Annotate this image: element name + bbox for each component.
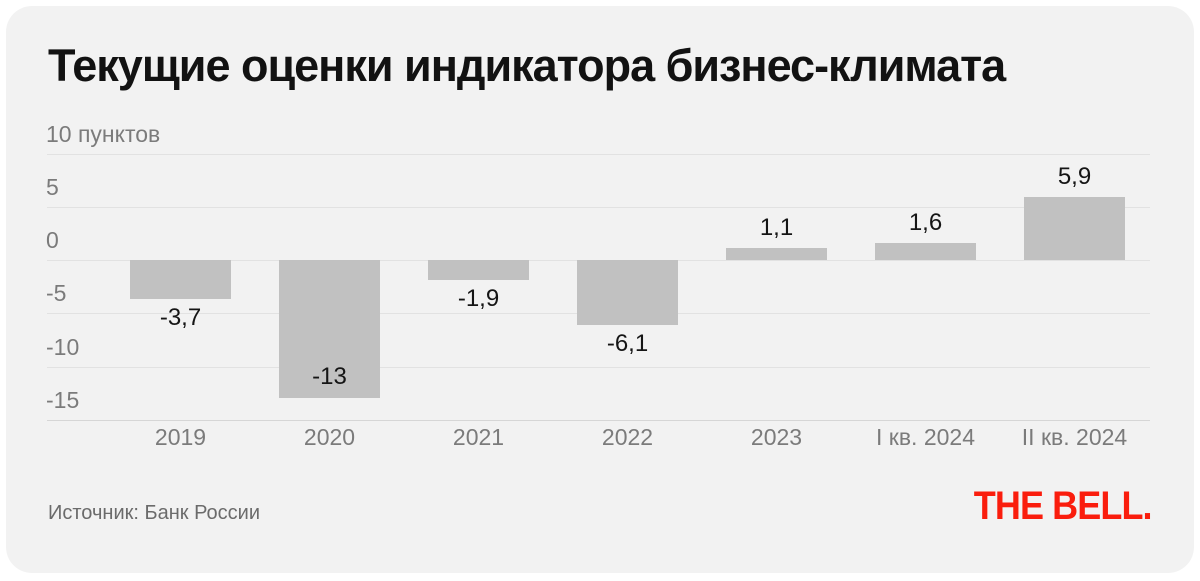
source-label: Источник: Банк России bbox=[48, 502, 261, 524]
y-tick-label: -5 bbox=[46, 280, 67, 307]
gridline-y--10 bbox=[47, 366, 1150, 368]
y-tick-label: 0 bbox=[46, 227, 59, 253]
bar-value-label: -6,1 bbox=[606, 329, 649, 357]
x-axis-label: 2021 bbox=[452, 424, 505, 450]
x-axis-label: I кв. 2024 bbox=[875, 424, 976, 450]
bar-2019 bbox=[130, 260, 231, 300]
bar-2021 bbox=[428, 260, 529, 281]
bar-I кв. 2024 bbox=[875, 242, 976, 260]
bar-value-label: 1,6 bbox=[908, 208, 943, 236]
bar-value-label: -3,7 bbox=[159, 304, 202, 332]
chart-title: Текущие оценки индикатора бизнес-климата bbox=[48, 40, 1006, 91]
x-axis-label: 2022 bbox=[601, 424, 654, 450]
y-tick-label: -10 bbox=[46, 333, 80, 360]
bar-value-label: 5,9 bbox=[1057, 163, 1092, 191]
gridline-y--15 bbox=[47, 419, 1150, 421]
x-axis-label: 2020 bbox=[303, 424, 356, 450]
the-bell-logo: THE BELL. bbox=[974, 484, 1153, 528]
gridline-y-5 bbox=[47, 206, 1150, 208]
gridline-y-10 bbox=[47, 153, 1150, 155]
y-axis-unit-tick-label: 10 пунктов bbox=[46, 120, 161, 147]
bar-2020 bbox=[279, 260, 380, 399]
x-axis-label: 2023 bbox=[750, 424, 803, 450]
bar-II кв. 2024 bbox=[1024, 197, 1125, 260]
bar-value-label: 1,1 bbox=[759, 214, 794, 242]
bar-2023 bbox=[726, 248, 827, 260]
bar-value-label: -1,9 bbox=[457, 285, 500, 313]
bar-value-label: -13 bbox=[312, 363, 347, 391]
bar-2022 bbox=[577, 260, 678, 325]
y-tick-label: 5 bbox=[46, 173, 59, 200]
x-axis-label: 2019 bbox=[154, 424, 207, 450]
x-axis-label: II кв. 2024 bbox=[1021, 424, 1128, 450]
y-tick-label: -15 bbox=[46, 386, 80, 413]
